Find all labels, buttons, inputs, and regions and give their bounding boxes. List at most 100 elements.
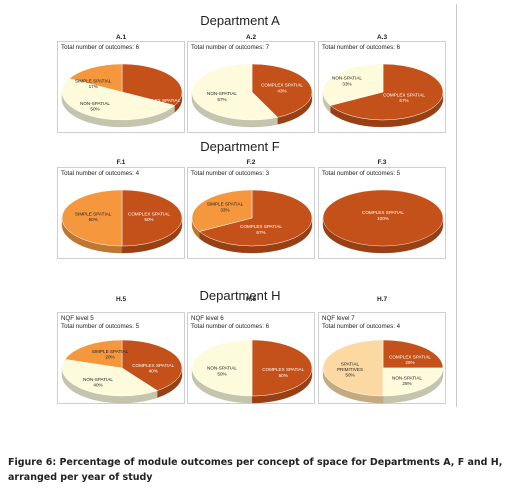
pie-chart-panel: Total number of outcomes: 5 COMPLEX SPATI… [318,167,446,259]
chart-header-line: Total number of outcomes: 5 [61,322,140,330]
slice-label: SIMPLE SPATIAL [207,202,244,207]
slice-percentage: 100% [377,216,389,221]
slice-label: NON-SPATIAL [83,377,113,382]
chart-header: NQF level 6 Total number of outcomes: 6 [191,315,269,330]
pie-slice [198,189,313,247]
pie-slice [322,189,444,247]
pie-slice [382,339,444,369]
slice-percentage: 40% [93,383,102,388]
slice-label: SIMPLE SPATIAL [75,212,112,217]
chart-header: Total number of outcomes: 6 [322,44,400,52]
slice-percentage: 50% [144,217,153,222]
chart-header-line: Total number of outcomes: 6 [191,322,270,330]
slice-percentage: 25% [402,381,411,386]
chart-panel-label: H.5 [115,296,127,303]
pie-slice [251,339,313,397]
slice-label: COMPLEX SPATIAL [383,93,425,98]
slice-percentage: 33% [155,104,164,109]
slice-label: COMPLEX SPATIAL [262,367,304,372]
pie-slice [61,359,158,397]
caption-line-2: arranged per year of study [8,472,153,483]
divider-line [456,4,457,407]
chart-header: Total number of outcomes: 5 [322,170,400,178]
chart-header-line: Total number of outcomes: 7 [191,44,270,51]
chart-panel-label: A.3 [376,34,388,41]
slice-label: SIMPLE SPATIAL [92,349,129,354]
slice-percentage: 67% [256,230,265,235]
slice-label: NON-SPATIAL [332,76,362,81]
slice-label: COMPLEX SPATIAL [138,98,180,103]
chart-header: NQF level 5 Total number of outcomes: 5 [61,315,139,330]
chart-header-line: Total number of outcomes: 5 [322,170,401,177]
chart-header: NQF level 7 Total number of outcomes: 4 [322,315,400,330]
slice-percentage: 33% [342,81,351,86]
slice-percentage: 33% [220,207,229,212]
pie-chart-panel: Total number of outcomes: 7 COMPLEX SPATI… [187,41,315,133]
slice-percentage: 50% [89,217,98,222]
pie-slice [121,339,183,391]
pie-slice [64,339,123,369]
pie-slice [61,78,176,121]
pie-slice [322,63,384,106]
slice-label: COMPLEX SPATIAL [128,212,170,217]
pie-slice [121,63,183,106]
pie-slice [191,339,253,397]
pie-slice [251,63,313,118]
pie-slice [191,189,253,232]
slice-percentage: 25% [405,360,414,365]
chart-header: Total number of outcomes: 3 [191,170,269,178]
pie-chart-panel: Total number of outcomes: 6 COMPLEX SPATI… [318,41,446,133]
chart-header-line: Total number of outcomes: 4 [322,322,401,330]
slice-label: PRIMITIVES [337,367,363,372]
caption-line-1: Figure 6: Percentage of module outcomes … [8,457,503,468]
slice-percentage: 50% [279,373,288,378]
slice-label: SPATIAL [341,362,360,367]
pie-slice [329,63,444,121]
chart-header: Total number of outcomes: 6 [61,44,139,52]
figure-caption: Figure 6: Percentage of module outcomes … [8,455,508,485]
chart-panel-label: H.7 [376,296,388,303]
pie-slice [61,189,123,247]
chart-header-line: NQF level 7 [322,315,355,322]
slice-percentage: 57% [217,97,226,102]
pie-chart-panel: Total number of outcomes: 4 COMPLEX SPATI… [57,167,185,259]
slice-label: COMPLEX SPATIAL [240,224,282,229]
slice-label: NON-SPATIAL [80,101,110,106]
slice-percentage: 17% [89,84,98,89]
pie-slice [68,63,123,93]
pie-slice [322,339,384,397]
chart-header-line: NQF level 5 [61,315,94,322]
chart-panel-label: F.1 [116,159,126,166]
slice-percentage: 67% [399,98,408,103]
slice-percentage: 40% [149,369,158,374]
slice-label: COMPLEX SPATIAL [132,363,174,368]
pie-chart-panel: NQF level 6 Total number of outcomes: 6 CO… [187,312,315,404]
slice-percentage: 50% [217,371,226,376]
pie-chart-svg: COMPLEX SPATIAL25%NON-SPATIAL25%SPATIALP… [322,339,444,404]
chart-panel-label: A.2 [245,34,257,41]
slice-percentage: 20% [105,355,114,360]
pie-chart-panel: NQF level 5 Total number of outcomes: 5 CO… [57,312,185,404]
pie-chart-panel: NQF level 7 Total number of outcomes: 4 CO… [318,312,446,404]
chart-header-line: Total number of outcomes: 3 [191,170,270,177]
slice-label: COMPLEX SPATIAL [261,83,303,88]
department-a-title: Department A [200,13,280,28]
chart-header: Total number of outcomes: 4 [61,170,139,178]
slice-label: SIMPLE SPATIAL [75,79,112,84]
pie-slice [191,63,279,121]
slice-percentage: 50% [345,373,354,378]
pie-chart-panel: Total number of outcomes: 6 COMPLEX SPATI… [57,41,185,133]
slice-label: NON-SPATIAL [392,376,422,381]
chart-panel-label: F.2 [246,159,256,166]
slice-label: COMPLEX SPATIAL [362,210,404,215]
chart-panel-label: A.1 [115,34,127,41]
pie-slice [121,189,183,247]
slice-label: COMPLEX SPATIAL [389,355,431,360]
chart-header-line: NQF level 6 [191,315,224,322]
pie-slice [382,367,444,397]
